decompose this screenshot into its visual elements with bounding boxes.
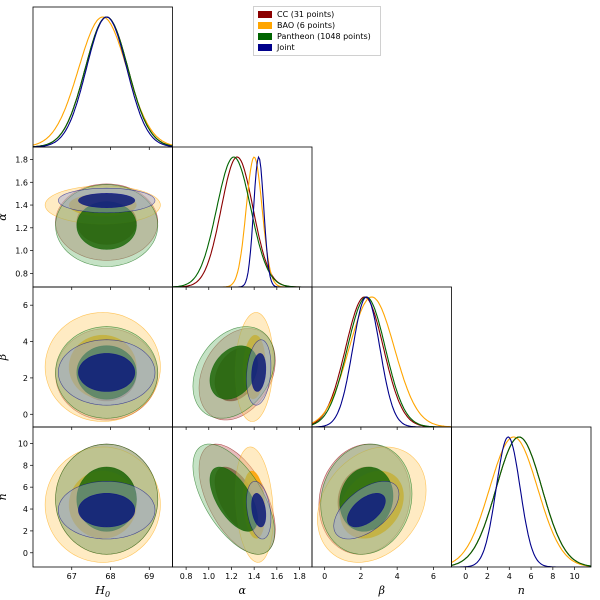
legend: CC (31 points) BAO (6 points) Pantheon (… (253, 6, 381, 56)
marginal-curve-3 (451, 436, 591, 567)
panel-frame (172, 146, 313, 288)
x-tick-label: 1.2 (225, 572, 238, 581)
contour-inner-3 (251, 353, 267, 392)
contour-inner-3 (251, 493, 267, 528)
panel-beta-marginal (311, 286, 452, 430)
legend-item-cc: CC (31 points) (258, 9, 376, 20)
x-tick-label: 1.6 (270, 572, 283, 581)
panel-frame (451, 426, 592, 568)
marginal-curve-0 (451, 436, 591, 567)
y-tick-label: 6 (23, 301, 28, 310)
y-tick-label: 1.8 (15, 156, 28, 165)
x-tick-label: 1.8 (293, 572, 306, 581)
y-axis-label-alpha: α (0, 213, 9, 221)
y-axis-label-beta: β (0, 354, 9, 361)
x-tick-label: 6 (529, 572, 534, 581)
y-tick-label: 0 (23, 549, 28, 558)
x-tick-label: 69 (144, 572, 154, 581)
x-tick-label: 1.4 (248, 572, 261, 581)
legend-swatch-cc (258, 11, 272, 18)
marginal-curve-3 (172, 155, 312, 287)
x-tick-label: 2 (358, 572, 363, 581)
x-tick-label: 68 (105, 572, 115, 581)
marginal-curve-3 (312, 296, 452, 427)
x-axis-label-alpha: α (239, 584, 247, 597)
x-tick-label: 10 (570, 572, 580, 581)
legend-swatch-joint (258, 44, 272, 51)
x-tick-label: 0 (322, 572, 327, 581)
legend-label-pantheon: Pantheon (1048 points) (277, 32, 371, 41)
x-tick-label: 0 (463, 572, 468, 581)
contour-inner-3 (78, 353, 136, 392)
legend-item-pantheon: Pantheon (1048 points) (258, 31, 376, 42)
marginal-curve-2 (172, 156, 312, 287)
x-tick-label: 4 (395, 572, 400, 581)
x-axis-label-n: n (518, 584, 525, 597)
legend-label-bao: BAO (6 points) (277, 21, 336, 30)
y-axis-label-n: n (0, 493, 9, 500)
y-tick-label: 4 (23, 505, 28, 514)
marginal-curve-2 (451, 436, 591, 567)
y-tick-label: 0.8 (15, 269, 28, 278)
panel-alpha-vs-n: 0.8 1.0 1.2 1.4 1.6 1.8 (172, 426, 313, 581)
y-tick-label: 1.6 (15, 178, 28, 187)
panel-H0-vs-beta: 0 2 4 6 (23, 286, 173, 430)
contour-inner-2 (209, 466, 258, 532)
marginal-curve-0 (33, 16, 173, 147)
marginal-curve-1 (312, 296, 452, 427)
marginal-curve-0 (312, 296, 452, 427)
marginal-curve-2 (312, 296, 452, 427)
panel-alpha-vs-beta (172, 286, 313, 430)
marginal-curve-1 (451, 436, 591, 567)
marginal-curve-0 (172, 156, 312, 287)
y-tick-label: 8 (23, 461, 28, 470)
panel-n-marginal: 0 2 4 6 8 10 (451, 426, 592, 581)
contour-inner-3 (78, 192, 136, 209)
x-tick-label: 8 (550, 572, 555, 581)
x-axis-label-sub: 0 (105, 590, 110, 599)
x-axis-label-H0: H0 (94, 584, 110, 599)
y-tick-label: 4 (23, 338, 28, 347)
marginal-curve-2 (33, 16, 173, 147)
y-tick-label: 6 (23, 483, 28, 492)
legend-item-joint: Joint (258, 42, 376, 53)
legend-swatch-bao (258, 22, 272, 29)
marginal-curve-1 (172, 156, 312, 287)
x-axis-label-beta: β (378, 584, 385, 597)
x-tick-label: 67 (67, 572, 77, 581)
x-tick-label: 4 (507, 572, 512, 581)
x-tick-label: 0.8 (180, 572, 193, 581)
panel-beta-vs-n: 0 2 4 6 (311, 426, 452, 581)
y-tick-label: 2 (23, 527, 28, 536)
y-tick-label: 1.2 (15, 224, 28, 233)
x-tick-label: 1.0 (202, 572, 215, 581)
y-tick-label: 10 (18, 439, 28, 448)
legend-label-joint: Joint (277, 43, 295, 52)
legend-label-cc: CC (31 points) (277, 10, 335, 19)
marginal-curve-1 (33, 16, 173, 146)
x-tick-label: 6 (431, 572, 436, 581)
contour-inner-3 (346, 493, 386, 528)
legend-item-bao: BAO (6 points) (258, 20, 376, 31)
panel-H0-marginal (32, 6, 173, 150)
panel-H0-vs-alpha: 0.8 1.0 1.2 1.4 1.6 1.8 (15, 146, 173, 290)
x-tick-label: 2 (485, 572, 490, 581)
contour-inner-3 (78, 493, 136, 528)
panel-alpha-marginal (172, 146, 313, 290)
legend-swatch-pantheon (258, 33, 272, 40)
y-tick-label: 2 (23, 374, 28, 383)
y-tick-label: 1.4 (15, 201, 28, 210)
panel-frame (32, 6, 173, 148)
marginal-curve-3 (33, 16, 173, 147)
contour-inner-2 (209, 345, 258, 400)
y-tick-label: 1.0 (15, 247, 28, 256)
y-tick-label: 0 (23, 410, 28, 419)
